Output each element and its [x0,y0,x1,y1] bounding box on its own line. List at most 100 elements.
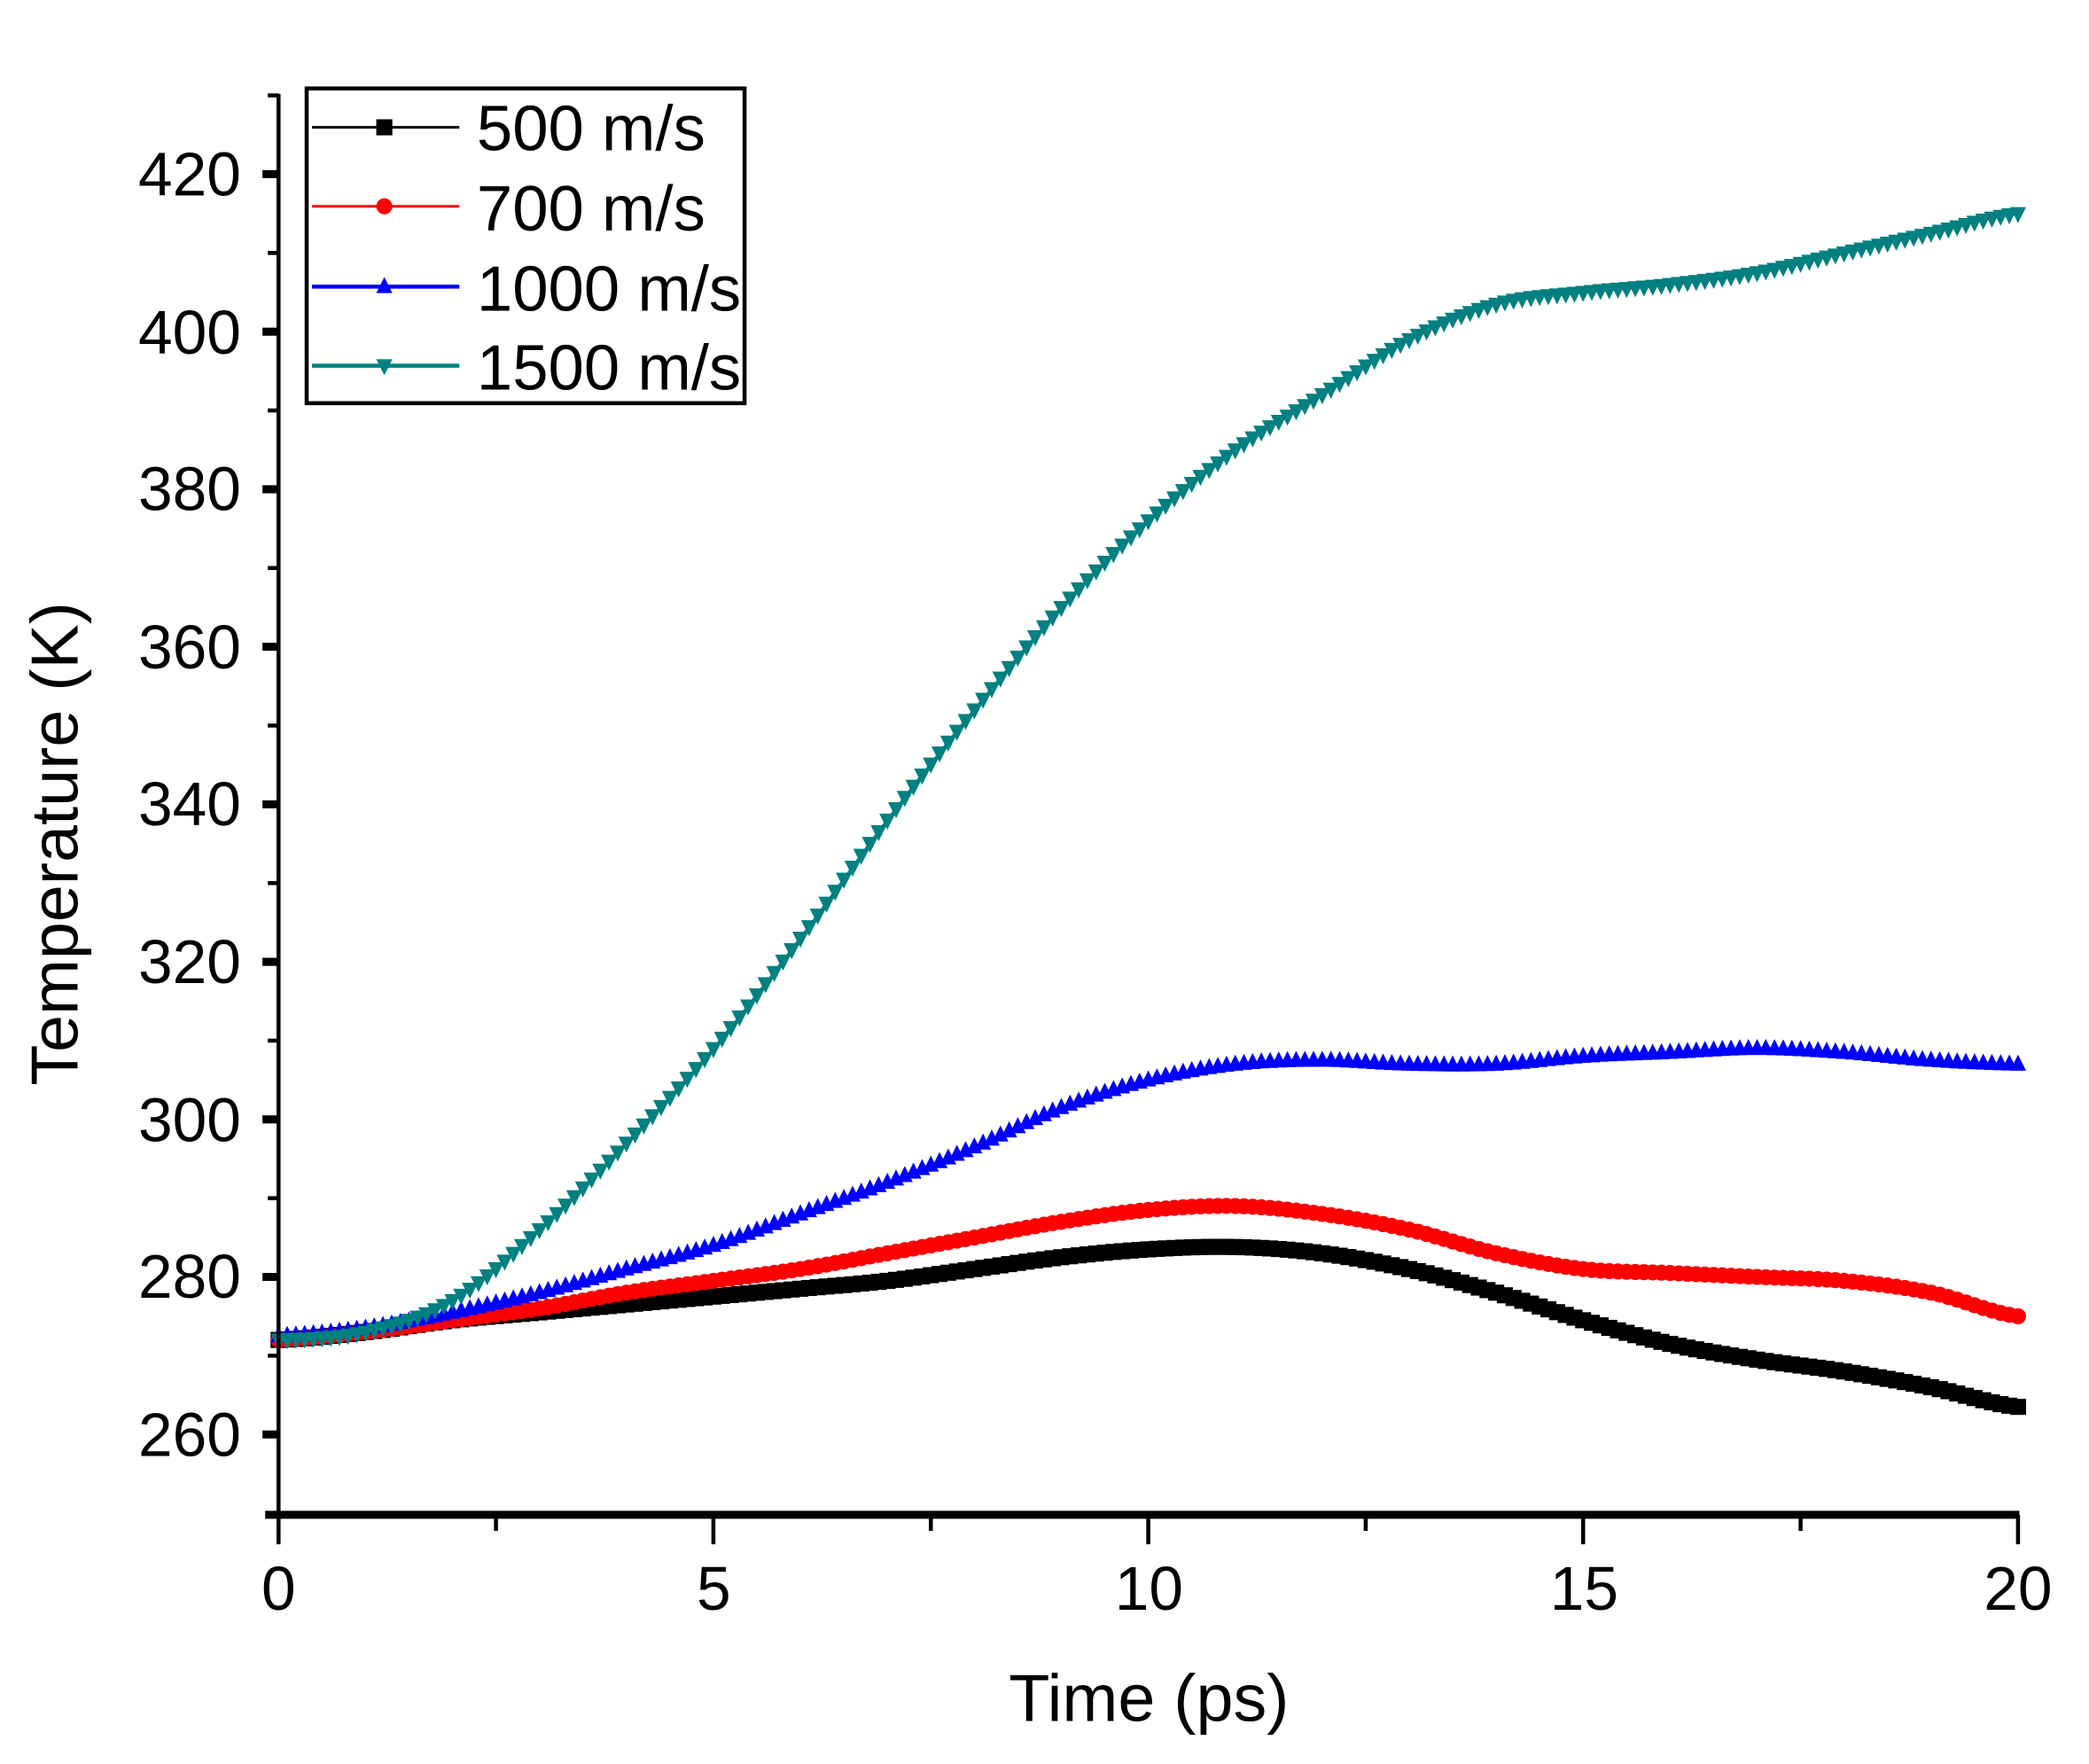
data-point [1270,415,1287,432]
data-point [557,1198,574,1215]
data-point [522,1230,539,1248]
data-point [983,1129,1001,1146]
data-point [757,977,774,994]
data-point [992,671,1009,688]
data-point [836,872,853,889]
data-point [983,682,1001,699]
data-point [1218,449,1235,466]
data-point [722,1020,739,1038]
x-tick-label: 5 [697,1554,731,1623]
data-point [1462,306,1478,323]
data-point [1009,651,1026,667]
data-point [1026,630,1044,647]
data-point [914,769,931,785]
data-point [2009,1307,2026,1325]
data-point [939,735,956,753]
data-point [1322,382,1339,399]
y-tick-label: 260 [138,1400,241,1469]
data-point [1227,443,1243,460]
data-point [1253,425,1270,442]
data-point [670,1081,687,1098]
data-point [1331,377,1348,394]
data-point [1418,324,1435,341]
data-point [1079,573,1095,589]
data-point [505,1246,522,1263]
data-point [661,1090,678,1107]
data-point [635,1118,652,1135]
data-point [748,988,766,1005]
data-point [1470,302,1487,319]
data-point [392,1316,409,1333]
legend-label: 700 m/s [477,173,705,245]
data-point [470,1276,487,1292]
data-point [966,703,983,720]
legend-label: 500 m/s [477,92,705,164]
data-point [540,1214,557,1232]
data-point [1384,342,1400,359]
data-point [896,791,913,808]
data-point [1453,308,1469,325]
data-point [592,1163,609,1180]
data-point [435,1299,452,1315]
data-point [601,1154,618,1171]
legend-marker-triangle-up-icon [376,277,393,293]
data-point [957,714,974,730]
data-point [1114,538,1131,555]
data-point [731,1010,748,1026]
data-point [1357,359,1374,376]
data-point [1140,514,1157,531]
legend: 500 m/s 700 m/s 1000 m/s 1500 m/s [304,86,747,406]
data-point [1210,456,1227,472]
data-point [775,954,791,972]
data-point [697,1052,713,1069]
data-point [1018,640,1035,657]
y-tick-label: 420 [138,140,241,209]
data-point [1349,365,1366,382]
data-point [453,1288,470,1305]
data-point [444,1293,461,1311]
data-point [401,1314,417,1331]
x-tick-label: 0 [261,1554,296,1623]
data-point [853,848,869,865]
data-point [1297,399,1313,416]
data-point [1009,1117,1026,1134]
data-point [627,1127,643,1144]
data-point [1087,564,1104,581]
data-point [1288,404,1305,421]
data-point [1053,600,1070,618]
data-point [496,1254,513,1271]
data-point [1096,555,1113,573]
data-point [1279,410,1296,426]
series-1000-m-s [270,1038,2026,1343]
data-point [1244,431,1261,448]
data-point [462,1283,479,1300]
data-point [740,999,757,1016]
data-point [1131,522,1148,539]
x-axis-label: Time (ps) [1009,1662,1289,1737]
data-point [574,1181,591,1198]
data-point [418,1307,435,1323]
data-point [1001,1120,1017,1138]
data-point [948,724,965,741]
data-point [809,908,826,925]
data-point [844,860,861,878]
data-point [1340,371,1357,387]
data-point [800,920,817,937]
data-point [2009,1399,2026,1416]
y-tick-label: 340 [138,769,241,839]
data-point [2009,207,2026,223]
data-point [1174,484,1191,501]
x-tick-label: 10 [1115,1554,1183,1623]
data-point [1400,332,1418,349]
data-point [679,1072,696,1089]
data-point [783,943,800,960]
data-point [1427,320,1444,337]
legend-label: 1500 m/s [477,332,741,404]
series-500-m-s [270,1238,2026,1416]
data-point [1409,328,1426,345]
x-tick-label: 20 [1984,1554,2052,1623]
data-point [1366,354,1383,371]
data-point [549,1206,565,1223]
data-point [1235,437,1252,454]
